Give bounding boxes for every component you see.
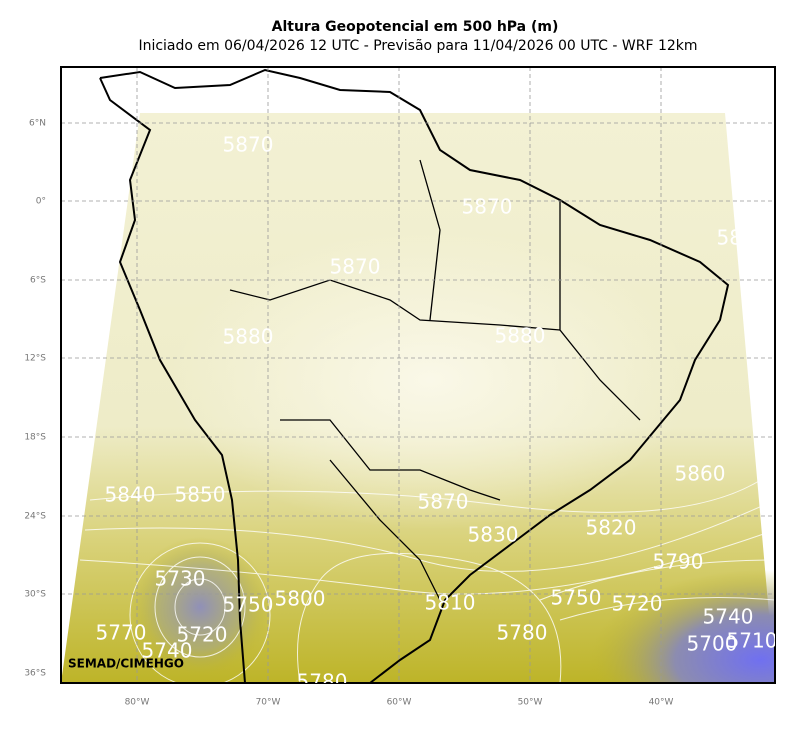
lat-label: 12°S [24,354,46,364]
contour-label: 5750 [223,593,274,617]
contour-label: 5770 [96,621,147,645]
lon-label: 50°W [518,698,543,708]
contour-label: 5850 [175,483,226,507]
lon-label: 80°W [125,698,150,708]
lat-label: 0° [36,197,46,207]
graticule [61,67,775,683]
contour-label: 5870 [330,255,381,279]
lat-labels: 6°N 0° 6°S 12°S 18°S 24°S 30°S 36°S [24,119,46,679]
lat-label: 6°N [29,119,46,129]
map-area [61,68,775,683]
contour-label: 5830 [468,523,519,547]
map-frame [60,66,776,684]
contour-label: 5710 [727,629,778,653]
contour-label: 5820 [586,516,637,540]
lat-label: 6°S [30,276,46,286]
contour-label: 5750 [551,586,602,610]
contour-label: 5740 [703,605,754,629]
contour-label: 5870 [462,195,513,219]
title: Altura Geopotencial em 500 hPa (m) [272,19,559,35]
contour-label: 5860 [675,462,726,486]
contour-label: 5780 [297,670,348,694]
borders [229,159,641,601]
contour-label: 5810 [425,591,476,615]
lon-label: 40°W [649,698,674,708]
contour-labels: 5870 5870 5870 5880 5880 5880 5840 5850 … [96,133,778,694]
high-area [170,230,690,530]
contour-label: 5880 [495,324,546,348]
contour-label: 5880 [717,226,768,250]
contour-label: 5780 [497,621,548,645]
credit: SEMAD/CIMEHGO [68,657,184,671]
contour-label: 5790 [653,550,704,574]
lat-label: 24°S [24,512,46,522]
lon-label: 60°W [387,698,412,708]
lat-label: 30°S [24,590,46,600]
contour-label: 5720 [177,623,228,647]
contour-label: 5870 [418,490,469,514]
contour-label: 5720 [612,592,663,616]
subtitle: Iniciado em 06/04/2026 12 UTC - Previsão… [138,38,697,54]
lat-label: 36°S [24,669,46,679]
contour-label: 5730 [155,567,206,591]
contour-label: 5700 [687,632,738,656]
contour-label: 5840 [105,483,156,507]
contour-label: 5800 [275,587,326,611]
lon-label: 70°W [256,698,281,708]
coastline [99,68,730,683]
lat-label: 18°S [24,433,46,443]
lon-labels: 80°W 70°W 60°W 50°W 40°W [125,698,674,708]
contour-label: 5880 [223,325,274,349]
low-area [590,570,775,683]
contour-label: 5870 [223,133,274,157]
contour-label: 5740 [142,639,193,663]
